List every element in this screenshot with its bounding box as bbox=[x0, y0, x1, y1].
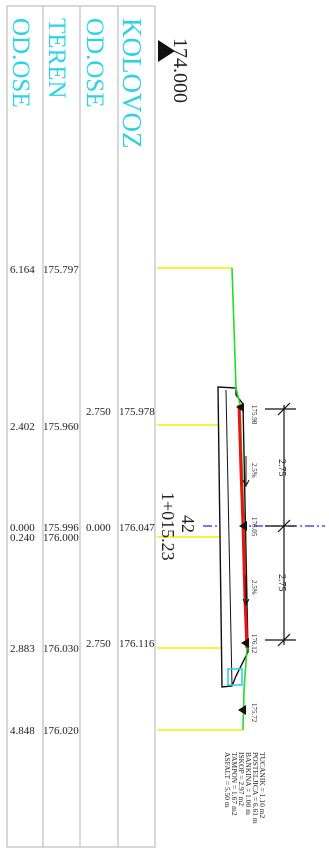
terrain-offset: 6.164 bbox=[10, 264, 35, 276]
slope-right-label: 2.5% bbox=[250, 580, 258, 595]
terrain-offset: 4.848 bbox=[10, 725, 35, 737]
station-chainage: 1+015.23 bbox=[158, 492, 178, 561]
axis-elevation: 176.05 bbox=[250, 517, 258, 537]
ditch-elevation: 175.72 bbox=[250, 703, 258, 723]
road-table: 2.750 175.978 0.000 176.047 2.750 176.11… bbox=[86, 406, 155, 650]
quantity-item: TUCANIK = 1.10 m2 bbox=[258, 752, 267, 819]
terrain-offset: 2.402 bbox=[10, 421, 35, 433]
table-border bbox=[6, 5, 156, 848]
road-elevation: 176.047 bbox=[119, 522, 155, 534]
quantity-item: BANKINA = 1.00 m bbox=[244, 752, 253, 815]
terrain-elevation: 176.030 bbox=[43, 643, 79, 655]
axis-marker-icon bbox=[239, 521, 247, 531]
header-od-ose-road: OD.OSE bbox=[81, 18, 108, 108]
header-kolovoz: KOLOVOZ bbox=[117, 18, 147, 148]
road-elevation: 175.978 bbox=[119, 406, 155, 418]
road-elevation: 176.116 bbox=[119, 638, 155, 650]
quantity-item: ISKOP = 2.97 m2 bbox=[237, 752, 246, 806]
terrain-elevation: 176.000 bbox=[43, 532, 79, 544]
dimension-left: 2.75 bbox=[276, 459, 287, 477]
edge-marker-icon bbox=[236, 403, 244, 412]
road-offset: 0.000 bbox=[86, 522, 111, 534]
slope-arrows bbox=[242, 456, 250, 607]
ditch-marker-icon bbox=[238, 705, 246, 715]
quantity-item: POSTELJICA = 6.61 m bbox=[251, 752, 260, 824]
terrain-elevation: 176.020 bbox=[43, 725, 79, 737]
terrain-elevation: 175.797 bbox=[43, 264, 79, 276]
quantity-item: ASFALT = 5.50 m bbox=[223, 752, 232, 808]
road-offset: 2.750 bbox=[86, 638, 111, 650]
terrain-elevation: 175.960 bbox=[43, 421, 79, 433]
road-offset: 2.750 bbox=[86, 406, 111, 418]
quantities-list: TUCANIK = 1.10 m2 POSTELJICA = 6.61 m BA… bbox=[223, 752, 267, 824]
datum-elevation: 174.000 bbox=[169, 38, 191, 103]
terrain-offset: 0.240 bbox=[10, 532, 35, 544]
slope-left-label: 2.5% bbox=[250, 463, 258, 478]
terrain-offset: 2.883 bbox=[10, 643, 35, 655]
road-structure bbox=[217, 267, 249, 731]
header-teren: TEREN bbox=[43, 18, 70, 99]
header-od-ose-terrain: OD.OSE bbox=[7, 18, 34, 108]
terrain-elevation: 175.996 bbox=[43, 522, 79, 534]
edge-right-elevation: 176.12 bbox=[250, 634, 258, 654]
station-number: 42 bbox=[178, 515, 198, 533]
terrain-offset: 0.000 bbox=[10, 522, 35, 534]
edge-left-elevation: 175.98 bbox=[250, 405, 258, 425]
table-grid bbox=[6, 5, 156, 848]
dimension-line bbox=[265, 402, 296, 647]
quantity-item: TAMPON = 1.67 m2 bbox=[230, 752, 239, 816]
edge-marker-icon bbox=[241, 638, 249, 648]
slope-arrow-head bbox=[242, 479, 250, 488]
datum-triangle-icon bbox=[158, 40, 175, 62]
slope-arrow-head bbox=[242, 598, 250, 607]
dimension-right: 2.75 bbox=[276, 574, 287, 592]
ditch-box bbox=[227, 668, 243, 686]
terrain-table: 6.164 175.797 2.402 175.960 0.000 175.99… bbox=[10, 264, 79, 737]
pavement-inner-line bbox=[225, 389, 233, 687]
leader-lines bbox=[157, 267, 243, 731]
